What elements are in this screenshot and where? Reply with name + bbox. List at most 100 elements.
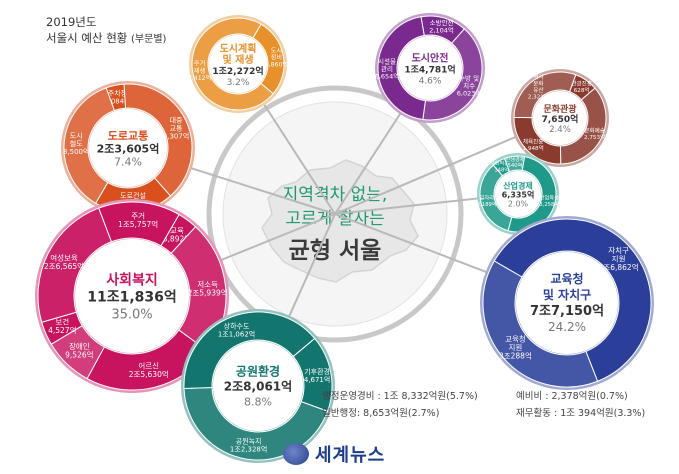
slice-label: 보건 4,527억 [48, 317, 76, 336]
slice-label: 교육 3,892억 [163, 226, 191, 244]
slice-label: 역사 문화 유산 2,321억 [528, 73, 549, 101]
header-year: 2019년도 [46, 15, 97, 29]
slice-label: 산업육성 3,258억 [539, 194, 559, 208]
slice-label: 대중 교통 9,307억 [163, 117, 189, 141]
slice-label: 주차장 1,084억 [104, 89, 130, 106]
slice-label: 공원녹지 1조2,328억 [230, 437, 267, 454]
slice-label: 사회적경제 348억 [490, 159, 514, 173]
slice-label: 도시 철도 8,500억 [63, 132, 89, 156]
donut-name: 도시안전 [412, 52, 449, 65]
footer-logo: 세계뉴스 [283, 441, 385, 467]
donut-slice [98, 201, 180, 247]
donut-center [398, 36, 462, 100]
slice-label: 주거 재생 7,412억 [188, 60, 211, 82]
slice-label: 자치구 지원 4조6,862억 [599, 246, 639, 272]
slice-label: 교육청 지원 3조288억 [499, 334, 532, 360]
slice-label: 일자리 2,189억 [477, 194, 497, 208]
slice-label: 도시 정비 2,860억 [265, 47, 288, 68]
slice-label: 문화예술 2,753억 [584, 126, 605, 141]
donut-name: 도로교통 [108, 130, 148, 143]
donut-amount: 1조2,272억 [212, 65, 263, 77]
center-line3: 균형 서울 [289, 238, 382, 264]
donut-center [213, 341, 303, 431]
slice-label: 주거 1조5,757억 [118, 212, 158, 230]
donut-percent: 2.0% [508, 200, 529, 209]
donut-name: 산업경제 [503, 181, 532, 191]
center-line2: 고르게 잘사는 [285, 209, 384, 229]
outer-gray-ring [206, 85, 464, 343]
slice-label: 상하수도 1조1,062억 [218, 321, 255, 338]
donut-center [516, 252, 618, 354]
donut-slice [503, 155, 526, 173]
donut-slice [183, 311, 316, 389]
donut-name: 도시계획 [220, 42, 257, 55]
donut-center [495, 171, 541, 217]
donut-percent: 3.2% [227, 78, 250, 88]
donut-name: 문화관광 [543, 103, 577, 115]
note-finance: 재무활동 : 1조 394억원(3.3%) [516, 408, 646, 419]
donut-slice [191, 17, 274, 111]
slice-label: 체육진흥 1,948억 [523, 138, 544, 153]
donut-percent: 24.2% [548, 320, 586, 334]
donut-name: 교육청 [550, 271, 583, 286]
slice-label: 민생경제 540억 [505, 155, 524, 169]
header-title: 서울시 예산 현황 (부문별) [46, 30, 166, 46]
globe-icon [283, 443, 309, 465]
donut-slice [507, 155, 557, 233]
donut-center [209, 35, 267, 93]
header-subtitle: (부문별) [131, 34, 167, 45]
donut-slice [377, 16, 427, 121]
donut-slice [493, 218, 652, 382]
slice-label: 소방안전 2,104억 [429, 18, 454, 34]
donut-center [75, 239, 189, 353]
donut-center [89, 109, 167, 187]
donut-slice [123, 83, 193, 197]
slice-label: 기후환경 4,671억 [304, 367, 330, 384]
center-line1: 지역격차 없는, [283, 185, 388, 205]
donut-center [533, 91, 587, 145]
donut-percent: 7.4% [114, 156, 142, 169]
donut-amount: 7,650억 [542, 113, 579, 125]
seoul-map-shape [261, 159, 419, 283]
slice-label: 장애인 9,526억 [65, 341, 93, 360]
donut-name: 및 자치구 [543, 287, 591, 302]
donut-amount: 11조1,836억 [87, 290, 177, 306]
header-title-text: 서울시 예산 현황 [46, 31, 128, 45]
slice-label: 수방 및 치수 6,023억 [457, 74, 482, 98]
donut-percent: 8.8% [244, 396, 272, 409]
donut-name: 공원환경 [236, 364, 280, 379]
slice-label: 시설물 관리 6,654억 [375, 58, 400, 81]
donut-2: 주차장1,084억대중교통9,307억도로건설4,714억도시철도8,500억도… [61, 81, 195, 215]
donut-amount: 6,335억 [502, 190, 535, 200]
donut-slice [513, 71, 577, 119]
donut-percent: 35.0% [111, 308, 152, 323]
slice-label: 저소득 2조5,939억 [188, 280, 228, 298]
donut-percent: 4.6% [419, 77, 442, 87]
donut-amount: 7조7,150억 [530, 304, 604, 319]
donut-amount: 2조3,605억 [97, 143, 160, 156]
donut-amount: 2조8,061억 [224, 380, 292, 394]
donut-amount: 1조4,781억 [404, 64, 455, 76]
note-admin: 행정운영경비 : 1조 8,332억원(5.7%) [322, 391, 478, 402]
logo-text: 세계뉴스 [315, 445, 386, 466]
note-general: 일반행정: 8,653억원(2.7%) [322, 408, 440, 419]
donut-name: 및 재생 [222, 53, 253, 66]
donut-name: 사회복지 [106, 273, 158, 289]
donut-slice [422, 28, 483, 121]
slice-label: 여성보육 2조6,565억 [44, 252, 84, 271]
donut-percent: 2.4% [549, 125, 571, 135]
slice-label: 관광진흥 628억 [571, 79, 592, 94]
donut-slice [63, 87, 115, 204]
donut-slice [482, 260, 599, 388]
slice-label: 어르신 2조5,630억 [129, 361, 169, 380]
note-reserve: 예비비 : 2,378억원(0.7%) [516, 391, 628, 402]
